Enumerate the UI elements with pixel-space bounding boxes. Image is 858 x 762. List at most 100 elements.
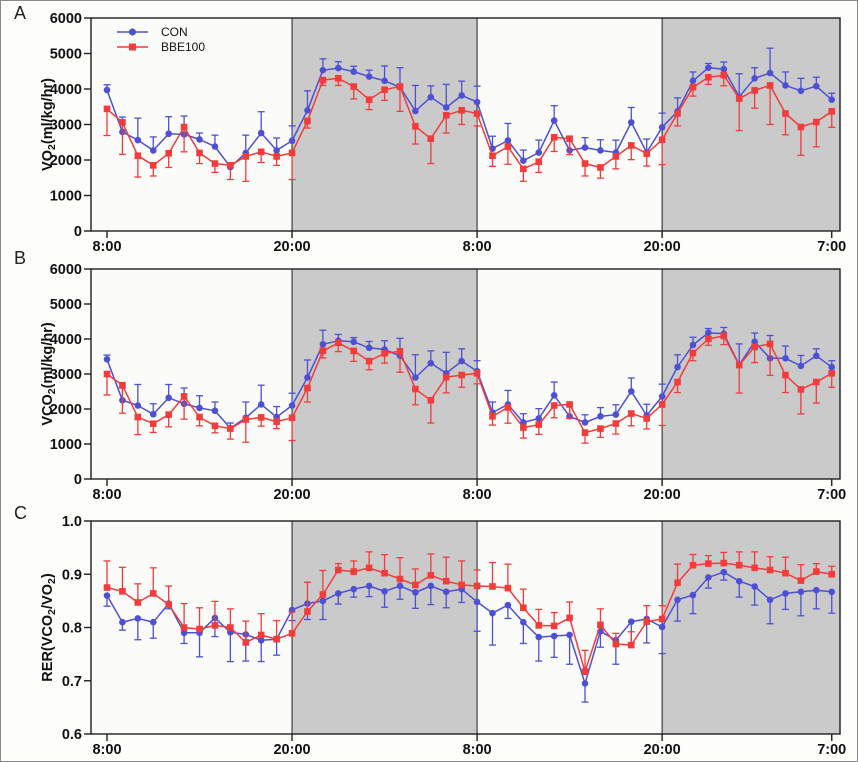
y-axis-title: RER(VCO2/VO2)	[40, 573, 58, 682]
data-point-circle	[828, 96, 836, 103]
data-point-circle	[335, 64, 342, 72]
data-point-square	[751, 564, 758, 572]
x-tick-label: 20:00	[273, 742, 310, 758]
data-point-square	[211, 422, 219, 430]
data-point-circle	[103, 592, 111, 599]
data-point-circle	[627, 618, 635, 625]
x-tick-label: 7:00	[817, 742, 846, 758]
data-point-square	[442, 111, 450, 119]
data-point-square	[396, 575, 404, 583]
x-axis: 8:00 20:00 8:00 20:00 7:00	[92, 231, 846, 255]
x-tick-label: 8:00	[463, 742, 492, 758]
data-point-circle	[828, 588, 836, 596]
data-point-square	[319, 591, 327, 598]
data-point-circle	[442, 104, 450, 111]
data-point-circle	[720, 65, 728, 73]
data-point-circle	[412, 374, 419, 381]
data-point-circle	[828, 363, 836, 371]
data-point-circle	[396, 582, 404, 590]
legend-marker-circle	[129, 28, 136, 36]
x-tick-label: 8:00	[463, 487, 492, 503]
data-point-square	[165, 601, 172, 608]
data-point-square	[165, 411, 172, 418]
legend-label: BBE100	[161, 40, 205, 54]
dark-period-shading	[661, 268, 841, 480]
dark-period-shading	[291, 17, 478, 232]
y-tick-label: 0	[74, 224, 82, 240]
data-point-square	[782, 110, 789, 117]
data-point-square	[427, 572, 435, 579]
data-point-square	[766, 566, 774, 574]
panel-b: 0 1000 2000 3000 4000 5000 6000 8:00 20:00 8:00 20…	[40, 262, 846, 503]
data-point-square	[627, 410, 635, 417]
data-point-circle	[535, 149, 543, 156]
x-tick-label: 7:00	[817, 239, 846, 255]
y-tick-label: 6000	[50, 11, 82, 27]
panel-a: 0 1000 2000 3000 4000 5000 6000 8:00 20:00 8:00 20…	[40, 11, 846, 255]
data-point-circle	[813, 82, 820, 90]
data-point-circle	[319, 597, 327, 605]
data-point-circle	[319, 340, 327, 348]
data-point-circle	[674, 363, 681, 371]
data-point-circle	[751, 338, 758, 346]
data-point-square	[257, 148, 265, 156]
data-point-square	[442, 373, 450, 381]
data-point-square	[535, 622, 543, 629]
data-point-circle	[103, 356, 111, 363]
data-point-square	[504, 143, 512, 150]
data-point-square	[165, 149, 172, 157]
data-point-square	[350, 568, 358, 575]
data-point-square	[103, 584, 111, 591]
data-point-circle	[304, 374, 311, 381]
data-point-square	[581, 668, 589, 675]
data-point-square	[751, 87, 758, 94]
data-point-square	[396, 347, 404, 355]
data-point-square	[566, 614, 573, 622]
data-point-square	[643, 415, 650, 422]
x-axis: 8:00 20:00 8:00 20:00 7:00	[92, 734, 846, 758]
data-point-square	[797, 386, 805, 393]
data-point-square	[103, 105, 111, 113]
data-point-circle	[257, 636, 265, 644]
x-tick-label: 20:00	[644, 742, 681, 758]
data-point-square	[412, 385, 419, 393]
data-point-square	[828, 108, 836, 115]
data-point-square	[273, 153, 280, 160]
data-point-square	[196, 413, 203, 421]
data-point-square	[134, 599, 142, 606]
data-point-circle	[504, 601, 512, 609]
data-point-square	[766, 82, 774, 89]
x-tick-label: 20:00	[273, 487, 310, 503]
data-point-circle	[103, 86, 111, 94]
data-point-square	[612, 640, 620, 648]
data-point-square	[304, 608, 311, 615]
data-point-square	[797, 577, 805, 584]
data-point-square	[242, 416, 250, 423]
data-point-circle	[149, 147, 157, 154]
data-point-circle	[581, 419, 589, 426]
data-point-circle	[797, 87, 805, 95]
y-tick-label: 1000	[50, 189, 82, 205]
data-point-circle	[350, 338, 358, 346]
data-point-square	[257, 414, 265, 421]
data-point-square	[720, 71, 728, 79]
data-point-square	[689, 561, 697, 569]
data-point-circle	[412, 589, 419, 596]
y-tick-label: 0	[74, 472, 82, 488]
x-tick-label: 20:00	[273, 239, 310, 255]
data-point-square	[412, 122, 419, 130]
data-point-square	[458, 107, 465, 114]
data-point-circle	[350, 68, 358, 75]
data-point-square	[813, 118, 820, 126]
y-tick-label: 3000	[50, 118, 82, 134]
data-point-square	[103, 370, 111, 378]
data-point-circle	[766, 596, 774, 604]
y-tick-label: 6000	[50, 262, 82, 278]
data-point-square	[304, 384, 311, 392]
data-point-circle	[458, 357, 465, 365]
data-point-circle	[335, 590, 342, 597]
data-point-circle	[119, 618, 126, 626]
data-point-square	[735, 361, 743, 369]
data-point-circle	[165, 130, 172, 138]
